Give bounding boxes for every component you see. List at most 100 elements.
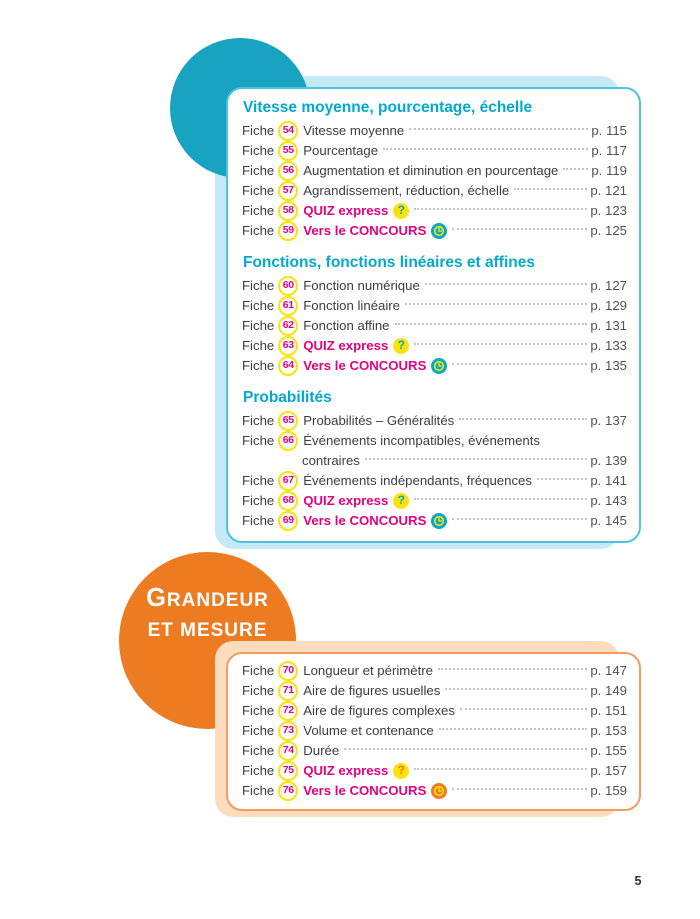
entry-title: Augmentation et diminution en pourcentag… xyxy=(303,163,559,179)
page-ref: p. 117 xyxy=(591,143,627,159)
entry-title: Événements indépendants, fréquences xyxy=(303,472,532,488)
entry-title: QUIZ express xyxy=(303,203,389,219)
fiche-number-badge: 59 xyxy=(278,221,299,241)
fiche-number-badge: 54 xyxy=(278,121,299,141)
page-ref: p. 131 xyxy=(590,318,627,334)
page-ref: p. 139 xyxy=(590,453,627,468)
entry-title: Vers le CONCOURS xyxy=(303,512,427,528)
toc-section: Vitesse moyenne, pourcentage, échelle Fic… xyxy=(242,98,627,241)
fiche-number-badge: 73 xyxy=(278,721,299,741)
toc-entry: Fiche 66 Événements incompatibles, événeme… xyxy=(242,431,627,451)
fiche-number-badge: 75 xyxy=(278,761,299,781)
dotted-leader xyxy=(414,768,588,770)
fiche-number-badge: 63 xyxy=(278,336,299,356)
dotted-leader xyxy=(394,323,588,325)
dotted-leader xyxy=(459,418,588,420)
fiche-label: Fiche xyxy=(242,318,275,334)
dotted-leader xyxy=(438,728,588,730)
toc-entry: Fiche 59 Vers le CONCOURS p. 125 xyxy=(242,221,627,241)
question-mark-icon: ? xyxy=(393,203,410,219)
page-ref: p. 133 xyxy=(590,338,627,354)
toc-entry: Fiche 63 QUIZ express? p. 133 xyxy=(242,336,627,356)
grandeur-circle-line1: GRANDEUR xyxy=(146,584,269,612)
toc-section: Fonctions, fonctions linéaires et affine… xyxy=(242,253,627,376)
fiche-label: Fiche xyxy=(242,298,275,314)
toc-panel-bottom: Fiche 70 Longueur et périmètre p. 147 Fiche 7… xyxy=(226,652,641,811)
fiche-label: Fiche xyxy=(242,763,275,779)
fiche-number-badge: 61 xyxy=(278,296,299,316)
entry-title: Durée xyxy=(303,743,340,759)
toc-entry: Fiche 64 Vers le CONCOURS p. 135 xyxy=(242,356,627,376)
toc-entry: Fiche 69 Vers le CONCOURS p. 145 xyxy=(242,510,627,531)
entry-title: Vers le CONCOURS xyxy=(303,358,427,374)
dotted-leader xyxy=(424,283,588,285)
fiche-label: Fiche xyxy=(242,472,275,488)
page-ref: p. 121 xyxy=(590,183,627,199)
dotted-leader xyxy=(438,668,588,670)
page-ref: p. 143 xyxy=(590,492,627,508)
toc-entry: Fiche 60 Fonction numérique p. 127 xyxy=(242,276,627,296)
dotted-leader xyxy=(344,748,588,750)
toc-entry: Fiche 54 Vitesse moyenne p. 115 xyxy=(242,121,627,141)
entry-title: Aire de figures complexes xyxy=(303,703,455,719)
entry-title: Volume et contenance xyxy=(303,723,434,739)
page-ref: p. 157 xyxy=(590,763,627,779)
toc-entry: Fiche 73 Volume et contenance p. 153 xyxy=(242,721,627,741)
section-heading: Vitesse moyenne, pourcentage, échelle xyxy=(243,99,533,116)
toc-entry: Fiche 70 Longueur et périmètre p. 147 xyxy=(242,661,627,681)
page-ref: p. 153 xyxy=(590,723,627,739)
entry-title-line2: contraires xyxy=(302,453,360,468)
page-ref: p. 145 xyxy=(590,512,627,528)
page-ref: p. 115 xyxy=(591,123,627,139)
fiche-number-badge: 74 xyxy=(278,741,299,761)
toc-entry: Fiche 71 Aire de figures usuelles p. 149 xyxy=(242,681,627,701)
dotted-leader xyxy=(409,128,589,130)
fiche-number-badge: 60 xyxy=(278,276,299,296)
dotted-leader xyxy=(563,168,589,170)
dotted-leader xyxy=(452,517,588,520)
toc-entry: Fiche 75 QUIZ express? p. 157 xyxy=(242,761,627,781)
dotted-leader xyxy=(414,343,588,345)
fiche-number-badge: 55 xyxy=(278,141,299,161)
question-mark-icon: ? xyxy=(393,338,410,354)
entry-title: QUIZ express xyxy=(303,338,389,354)
page-ref: p. 125 xyxy=(590,223,627,239)
clock-icon xyxy=(431,358,448,374)
toc-entry: Fiche 65 Probabilités – Généralités p. 137 xyxy=(242,411,627,431)
page-ref: p. 129 xyxy=(590,298,627,314)
entry-title: Vers le CONCOURS xyxy=(303,783,427,799)
fiche-label: Fiche xyxy=(242,433,275,449)
fiche-label: Fiche xyxy=(242,278,275,294)
page-number: 5 xyxy=(634,874,642,888)
section-heading: Fonctions, fonctions linéaires et affine… xyxy=(243,254,535,271)
fiche-label: Fiche xyxy=(242,512,275,528)
entry-title: Vers le CONCOURS xyxy=(303,223,427,239)
fiche-number-badge: 65 xyxy=(278,411,299,431)
fiche-number-badge: 58 xyxy=(278,201,299,221)
fiche-number-badge: 72 xyxy=(278,701,299,721)
fiche-label: Fiche xyxy=(242,683,275,699)
fiche-label: Fiche xyxy=(242,163,275,179)
dotted-leader xyxy=(414,208,588,210)
page-ref: p. 147 xyxy=(590,663,627,679)
dotted-leader xyxy=(364,457,588,460)
toc-entry: Fiche 61 Fonction linéaire p. 129 xyxy=(242,296,627,316)
page-ref: p. 137 xyxy=(590,413,627,429)
page-ref: p. 127 xyxy=(590,278,627,294)
fiche-number-badge: 67 xyxy=(278,470,299,491)
fiche-number-badge: 64 xyxy=(278,356,299,376)
entry-title: QUIZ express xyxy=(303,763,389,779)
fiche-label: Fiche xyxy=(242,123,275,139)
page-ref: p. 155 xyxy=(590,743,627,759)
page-ref: p. 119 xyxy=(591,163,627,179)
fiche-number-badge: 57 xyxy=(278,181,299,201)
toc-bottom-panel-wrap: GRANDEUR ET MESURE Fiche 70 Longueur et pé… xyxy=(119,552,641,817)
toc-entry: Fiche 62 Fonction affine p. 131 xyxy=(242,316,627,336)
dotted-leader xyxy=(459,708,588,710)
dotted-leader xyxy=(514,188,588,190)
dotted-leader xyxy=(537,477,588,480)
dotted-leader xyxy=(405,303,588,305)
toc-top-panel-wrap: Vitesse moyenne, pourcentage, échelle Fic… xyxy=(170,38,641,549)
fiche-label: Fiche xyxy=(242,723,275,739)
